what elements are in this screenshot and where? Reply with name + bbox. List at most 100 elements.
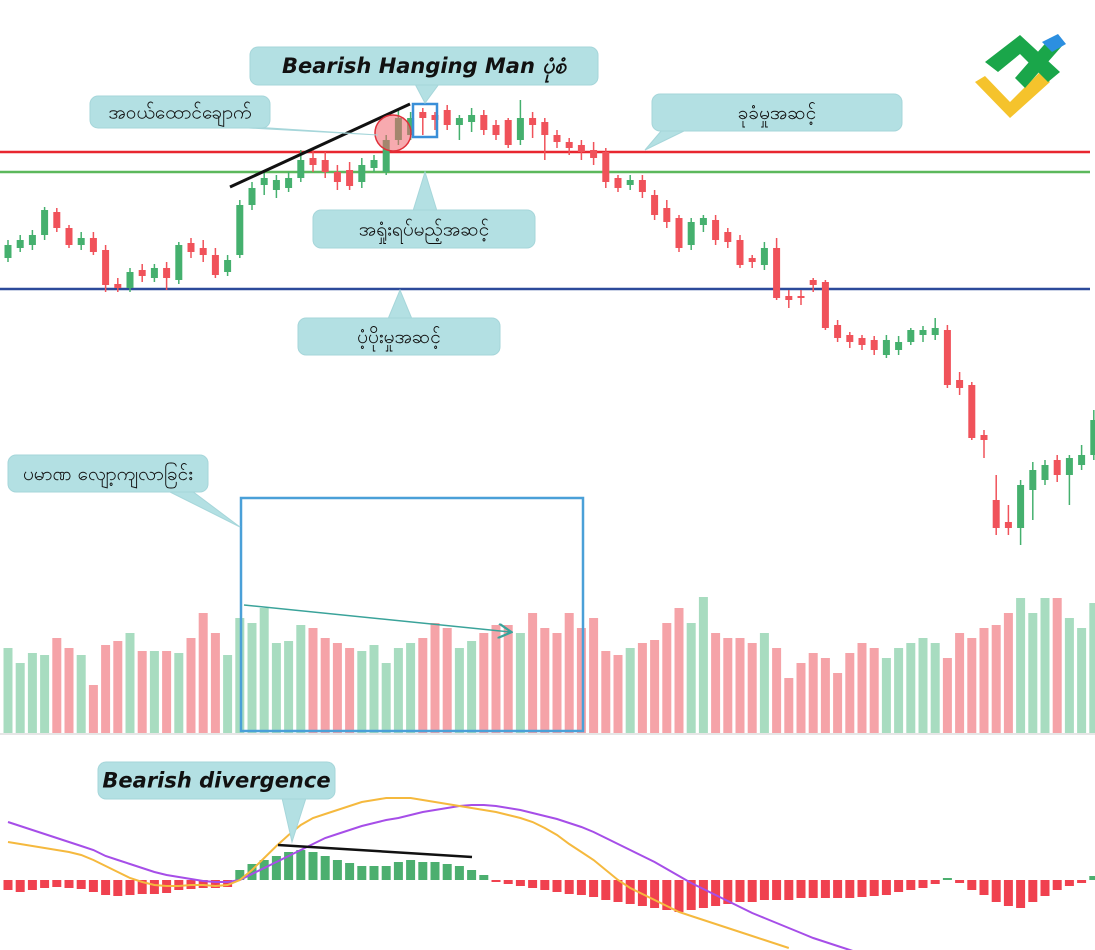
volume-bar bbox=[564, 613, 574, 733]
candle-body bbox=[175, 245, 183, 280]
candle-body bbox=[1053, 460, 1061, 475]
callout-box bbox=[297, 317, 501, 356]
macd-histogram-bar bbox=[40, 880, 50, 888]
callout-pointer bbox=[387, 288, 413, 320]
macd-histogram-bar bbox=[27, 880, 37, 890]
logo-green-stroke bbox=[1015, 38, 1062, 88]
candle-body bbox=[468, 115, 476, 122]
candle-body bbox=[443, 110, 451, 125]
volume-bar bbox=[747, 643, 757, 733]
macd-histogram-bar bbox=[955, 880, 965, 883]
candle-body bbox=[224, 260, 232, 272]
candle-body bbox=[358, 165, 366, 182]
macd-histogram-bar bbox=[76, 880, 86, 889]
candle-body bbox=[699, 218, 707, 225]
volume-bar bbox=[833, 673, 843, 733]
volume-bar bbox=[137, 651, 147, 733]
callout-pointer bbox=[167, 490, 241, 528]
candle-body bbox=[53, 212, 61, 228]
candle-body bbox=[712, 220, 720, 240]
macd-histogram-bar bbox=[1016, 880, 1026, 908]
macd-histogram-bar bbox=[442, 864, 452, 880]
volume-bar bbox=[113, 641, 123, 733]
macd-line bbox=[7, 797, 790, 949]
candle-body bbox=[919, 330, 927, 335]
divergence-line bbox=[277, 843, 473, 859]
callout-text: ပမာဏ လျော့ကျလာခြင်း bbox=[23, 461, 193, 489]
volume-highlight-box bbox=[239, 496, 585, 733]
volume-bar bbox=[101, 645, 111, 733]
candle-body bbox=[577, 145, 585, 152]
callout-pointer bbox=[644, 129, 687, 151]
candle-body bbox=[248, 188, 256, 205]
volume-bar bbox=[247, 623, 257, 733]
candle-body bbox=[516, 118, 524, 140]
volume-bar bbox=[942, 658, 952, 733]
volume-bar bbox=[637, 643, 647, 733]
candle-body bbox=[590, 150, 598, 158]
candle-body bbox=[211, 255, 219, 275]
macd-histogram-bar bbox=[247, 864, 257, 880]
macd-histogram-bar bbox=[747, 880, 757, 902]
candle-body bbox=[260, 178, 268, 185]
macd-histogram-bar bbox=[979, 880, 989, 895]
candle-body bbox=[126, 272, 134, 288]
candle-body bbox=[529, 118, 537, 125]
candle-body bbox=[4, 245, 12, 258]
callout-box bbox=[89, 95, 271, 129]
candle-body bbox=[1065, 458, 1073, 475]
candle-body bbox=[285, 178, 293, 188]
macd-histogram-bar bbox=[613, 880, 623, 902]
macd-histogram-bar bbox=[674, 880, 684, 912]
volume-bar bbox=[601, 651, 611, 733]
macd-histogram-bar bbox=[381, 866, 391, 880]
macd-histogram-bar bbox=[820, 880, 830, 898]
volume-bar bbox=[576, 628, 586, 733]
volume-bar bbox=[1003, 613, 1013, 733]
candle-body bbox=[895, 342, 903, 350]
volume-bar bbox=[125, 633, 135, 733]
macd-histogram-bar bbox=[894, 880, 904, 892]
volume-bar bbox=[418, 638, 428, 733]
candle-body bbox=[407, 118, 415, 135]
candle-body bbox=[992, 500, 1000, 528]
macd-histogram-bar bbox=[454, 866, 464, 880]
volume-bar bbox=[528, 613, 538, 733]
callout-box bbox=[651, 93, 903, 132]
volume-bar bbox=[27, 653, 37, 733]
candle-body bbox=[602, 152, 610, 182]
macd-histogram-bar bbox=[711, 880, 721, 906]
candle-body bbox=[150, 268, 158, 278]
macd-histogram-bar bbox=[149, 880, 159, 894]
volume-bar bbox=[540, 628, 550, 733]
candle-body bbox=[834, 325, 842, 338]
candle-body bbox=[1004, 522, 1012, 528]
callout-text: အရှုံးရပ်မည့်အဆင့် bbox=[359, 218, 490, 245]
candle-body bbox=[1041, 465, 1049, 480]
volume-bar bbox=[1077, 628, 1087, 733]
volume-bar bbox=[308, 628, 318, 733]
volume-bar bbox=[845, 653, 855, 733]
candle-body bbox=[858, 338, 866, 345]
candle-body bbox=[114, 284, 122, 288]
macd-histogram-bar bbox=[881, 880, 891, 895]
candle-body bbox=[138, 270, 146, 276]
volume-bar bbox=[589, 618, 599, 733]
volume-bar bbox=[259, 608, 269, 733]
volume-bar bbox=[186, 638, 196, 733]
candle-body bbox=[687, 222, 695, 245]
candle-body bbox=[236, 205, 244, 255]
macd-histogram-bar bbox=[540, 880, 550, 890]
volume-bar bbox=[332, 643, 342, 733]
macd-histogram-bar bbox=[491, 880, 501, 882]
volume-bar bbox=[967, 638, 977, 733]
macd-histogram-bar bbox=[210, 880, 220, 888]
volume-bar bbox=[552, 633, 562, 733]
macd-histogram-bar bbox=[1064, 880, 1074, 886]
macd-histogram-bar bbox=[418, 862, 428, 880]
macd-histogram-bar bbox=[784, 880, 794, 900]
volume-bar bbox=[64, 648, 74, 733]
volume-bar bbox=[625, 648, 635, 733]
candle-body bbox=[931, 328, 939, 335]
